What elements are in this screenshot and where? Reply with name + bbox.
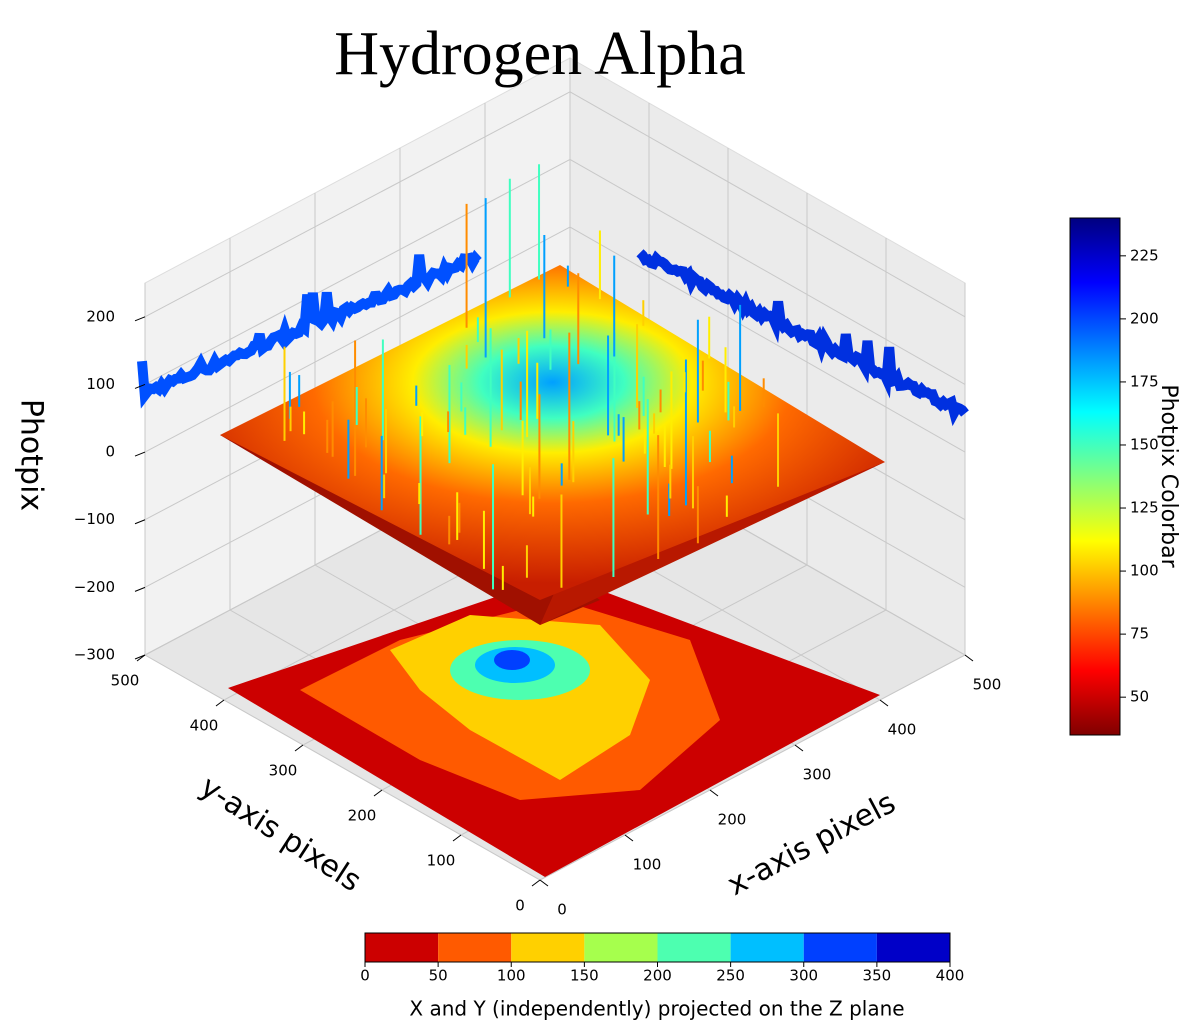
colorbar-bin bbox=[730, 933, 804, 962]
z-tick bbox=[134, 316, 146, 322]
colorbar-bin bbox=[438, 933, 512, 962]
y-tick-label: 0 bbox=[515, 897, 525, 915]
colorbar-tick-label: 50 bbox=[429, 967, 448, 985]
colorbar-tick-label: 75 bbox=[1130, 625, 1149, 643]
colorbar-tick-label: 200 bbox=[1130, 309, 1159, 327]
colorbar-tick-label: 250 bbox=[716, 967, 745, 985]
colorbar-tick-label: 150 bbox=[1130, 435, 1159, 453]
colorbar-tick-label: 200 bbox=[643, 967, 672, 985]
colorbar bbox=[1069, 217, 1121, 736]
y-axis-label: y-axis pixels bbox=[194, 769, 368, 899]
z-tick-label: −100 bbox=[74, 510, 115, 528]
grid-line bbox=[144, 654, 541, 881]
colorbar-tick-label: 175 bbox=[1130, 372, 1159, 390]
grid-line bbox=[569, 159, 966, 385]
x-tick-label: 200 bbox=[718, 811, 747, 829]
z-tick-label: 100 bbox=[86, 375, 115, 393]
x-tick-label: 300 bbox=[803, 766, 832, 784]
floor-contour bbox=[494, 650, 530, 670]
x-tick bbox=[964, 654, 974, 662]
colorbar-bin bbox=[365, 933, 439, 962]
x-tick-label: 500 bbox=[973, 676, 1002, 694]
grid-line bbox=[144, 226, 571, 453]
z-axis-label: Photpix bbox=[14, 399, 49, 511]
x-tick bbox=[709, 789, 719, 797]
colorbar-bin bbox=[511, 933, 585, 962]
grid-line bbox=[569, 226, 966, 453]
z-tick bbox=[134, 654, 146, 660]
y-tick-label: 400 bbox=[190, 717, 219, 735]
z-tick bbox=[134, 451, 146, 457]
y-tick-label: 500 bbox=[111, 672, 140, 690]
colorbar-tick-label: 300 bbox=[789, 967, 818, 985]
x-axis-label: x-axis pixels bbox=[722, 785, 902, 903]
surface-underside bbox=[540, 462, 885, 625]
colorbar-bin bbox=[803, 933, 877, 962]
y-tick-label: 200 bbox=[348, 807, 377, 825]
grid-line bbox=[144, 159, 571, 385]
z-tick-label: 200 bbox=[86, 307, 115, 325]
x-tick-label: 100 bbox=[633, 856, 662, 874]
colorbar-tick-label: 0 bbox=[360, 967, 370, 985]
side-projection bbox=[636, 249, 969, 427]
projection-colorbar-label: X and Y (independently) projected on the… bbox=[409, 997, 904, 1021]
y-tick bbox=[294, 744, 304, 752]
x-tick-label: 400 bbox=[888, 721, 917, 739]
x-tick-label: 0 bbox=[557, 901, 567, 919]
colorbar-bin bbox=[657, 933, 731, 962]
y-tick bbox=[215, 699, 225, 707]
z-tick bbox=[134, 586, 146, 592]
y-tick-label: 100 bbox=[427, 852, 456, 870]
z-tick bbox=[134, 519, 146, 525]
x-tick bbox=[794, 744, 804, 752]
z-tick-label: −200 bbox=[74, 578, 115, 596]
colorbar-tick-label: 100 bbox=[1130, 562, 1159, 580]
surface bbox=[137, 164, 969, 625]
chart-title: Hydrogen Alpha bbox=[334, 20, 746, 88]
z-tick-label: −300 bbox=[74, 646, 115, 664]
colorbar-tick-label: 100 bbox=[497, 967, 526, 985]
side-projection bbox=[137, 249, 482, 409]
surface-spikes bbox=[283, 164, 780, 590]
colorbar-tick-label: 150 bbox=[570, 967, 599, 985]
x-tick bbox=[539, 879, 549, 887]
grid-line bbox=[539, 654, 966, 881]
colorbar-tick-label: 225 bbox=[1130, 246, 1159, 264]
y-tick bbox=[531, 879, 541, 887]
y-tick bbox=[373, 789, 383, 797]
y-tick bbox=[452, 834, 462, 842]
x-tick bbox=[879, 699, 889, 707]
grid-line bbox=[569, 91, 966, 318]
colorbar-tick-label: 125 bbox=[1130, 499, 1159, 517]
grid-line bbox=[144, 91, 571, 318]
floor-projection bbox=[228, 575, 880, 877]
colorbar-tick-label: 400 bbox=[936, 967, 965, 985]
surface-top bbox=[220, 265, 885, 600]
colorbar-label: Photpix Colorbar bbox=[1156, 384, 1181, 568]
colorbar-bin bbox=[584, 933, 658, 962]
z-tick-label: 0 bbox=[105, 443, 115, 461]
colorbar-tick-label: 50 bbox=[1130, 688, 1149, 706]
z-tick bbox=[134, 383, 146, 389]
x-tick bbox=[624, 834, 634, 842]
colorbar-tick-label: 350 bbox=[863, 967, 892, 985]
colorbar-bin bbox=[876, 933, 950, 962]
y-tick-label: 300 bbox=[269, 762, 298, 780]
